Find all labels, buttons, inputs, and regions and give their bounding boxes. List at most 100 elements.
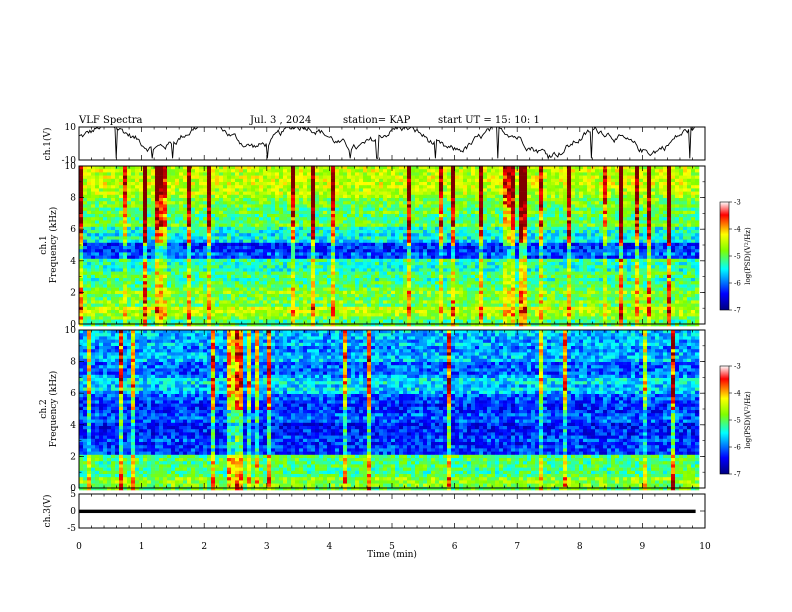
spectrogram-cell [531,175,536,180]
spectrogram-cell [327,242,332,247]
spectrogram-cell [487,255,492,260]
spectrogram-cell [463,188,468,192]
spectrogram-cell [159,198,164,202]
spectrogram-cell [611,214,616,218]
spectrogram-cell [659,230,664,234]
spectrogram-cell [219,262,224,266]
spectrogram-cell [299,223,304,228]
spectrogram-cell [231,191,236,196]
spectrogram-cell [535,191,540,196]
spectrogram-cell [623,166,628,170]
spectrogram-cell [527,249,532,253]
spectrogram-cell [419,188,424,192]
spectrogram-cell [103,204,108,208]
spectrogram-cell [191,230,196,234]
spectrogram-cell [535,233,540,237]
spectrogram-cell [175,233,180,237]
spectrogram-cell [683,198,688,202]
spectrogram-cell [155,204,160,208]
spectrogram-cell [339,182,344,186]
spectrogram-cell [647,191,652,196]
spectrogram-cell [211,230,216,234]
spectrogram-cell [103,175,108,180]
spectrogram-cell [191,233,196,237]
spectrogram-cell [163,185,168,189]
spectrogram-cell [451,262,456,266]
spectrogram-cell [151,230,156,234]
spectrogram-cell [439,166,444,170]
spectrogram-cell [319,252,324,256]
spectrogram-cell [195,166,200,170]
spectrogram-cell [467,178,472,183]
spectrogram-cell [519,226,524,231]
spectrogram-cell [323,236,328,240]
spectrogram-cell [651,220,656,224]
spectrogram-cell [131,258,136,263]
spectrogram-cell [415,182,420,186]
spectrogram-cell [383,258,388,263]
spectrogram-cell [283,223,288,228]
spectrogram-cell [679,246,684,250]
spectrogram-cell [323,204,328,208]
spectrogram-cell [659,233,664,237]
spectrogram-cell [471,178,476,183]
spectrogram-cell [435,252,440,256]
spectrogram-cell [219,220,224,224]
spectrogram-cell [595,204,600,208]
spectrogram-cell [511,242,516,247]
spectrogram-cell [331,217,336,221]
spectrogram-cell [375,175,380,180]
spectrogram-cell [227,178,232,183]
spectrogram-cell [595,191,600,196]
spectrogram-cell [99,233,104,237]
spectrogram-cell [695,194,700,199]
spectrogram-cell [515,217,520,221]
spectrogram-cell [503,169,508,173]
spectrogram-cell [243,239,248,244]
spectrogram-cell [331,255,336,260]
spectrogram-cell [407,258,412,263]
spectrogram-cell [415,249,420,253]
spectrogram-cell [243,172,248,176]
spectrogram-cell [587,172,592,176]
spectrogram-cell [639,242,644,247]
spectrogram-cell [87,204,92,208]
spectrogram-cell [143,230,148,234]
spectrogram-cell [131,210,136,215]
spectrogram-cell [655,220,660,224]
spectrogram-cell [203,252,208,256]
spectrogram-cell [499,185,504,189]
spectrogram-cell [123,194,128,199]
spectrogram-cell [563,178,568,183]
spectrogram-cell [447,182,452,186]
spectrogram-cell [539,262,544,266]
spectrogram-cell [183,252,188,256]
spectrogram-cell [259,233,264,237]
spectrogram-cell [99,210,104,215]
spectrogram-cell [239,249,244,253]
spectrogram-cell [695,217,700,221]
spectrogram-cell [367,178,372,183]
spectrogram-cell [115,223,120,228]
spectrogram-cell [167,169,172,173]
spectrogram-cell [403,169,408,173]
spectrogram-cell [107,246,112,250]
spectrogram-cell [651,194,656,199]
spectrogram-cell [195,226,200,231]
spectrogram-cell [507,172,512,176]
spectrogram-cell [195,233,200,237]
spectrogram-cell [495,230,500,234]
spectrogram-cell [583,249,588,253]
spectrogram-cell [327,252,332,256]
spectrogram-cell [671,207,676,212]
spectrogram-cell [571,230,576,234]
spectrogram-cell [543,252,548,256]
spectrogram-cell [107,191,112,196]
spectrogram-cell [687,255,692,260]
spectrogram-cell [507,178,512,183]
spectrogram-cell [399,194,404,199]
spectrogram-cell [687,191,692,196]
spectrogram-cell [687,217,692,221]
spectrogram-cell [339,230,344,234]
spectrogram-cell [339,198,344,202]
